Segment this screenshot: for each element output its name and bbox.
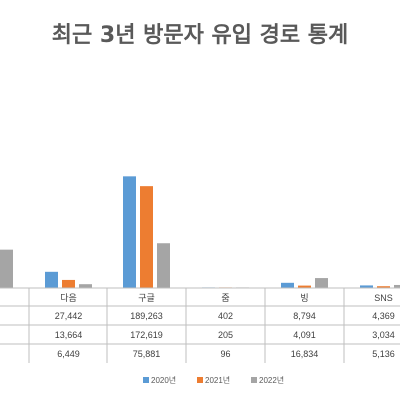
category-label: 빙 [300, 293, 308, 303]
bar [281, 282, 294, 288]
data-table: 다음 구글 줌 빙 SNS 27,442 189,263 402 8,794 4,369 13,66… [0, 287, 400, 363]
legend-swatch [197, 377, 203, 383]
bar [79, 284, 92, 288]
bar [157, 243, 170, 288]
legend-label: 2021년 [205, 375, 230, 385]
data-label: 8,794 [293, 311, 316, 321]
bar [394, 284, 400, 288]
data-label: 4,091 [293, 330, 316, 340]
bar [123, 176, 136, 288]
data-label: 27,442 [55, 311, 83, 321]
legend-swatch [143, 377, 149, 383]
data-label: 75,881 [133, 349, 161, 359]
bar [0, 249, 13, 288]
bar [140, 186, 153, 288]
data-label: 16,834 [291, 349, 319, 359]
data-label: 402 [218, 311, 233, 321]
bar [315, 278, 328, 288]
category-label: 줌 [221, 293, 229, 303]
legend: 2020년 2021년 2022년 [143, 375, 284, 385]
chart-title: 최근 3년 방문자 유입 경로 통계 [52, 23, 348, 48]
data-label: 6,449 [57, 349, 80, 359]
data-label: 5,136 [372, 349, 395, 359]
data-label: 189,263 [130, 311, 163, 321]
bar [62, 279, 75, 288]
category-label: 구글 [138, 293, 155, 303]
legend-swatch [251, 377, 257, 383]
bar [360, 285, 373, 288]
legend-label: 2020년 [151, 375, 176, 385]
data-label: 96 [220, 349, 230, 359]
bar [45, 271, 58, 288]
data-label: 205 [218, 330, 233, 340]
data-label: 4,369 [372, 311, 395, 321]
bar [377, 286, 390, 288]
bar [298, 285, 311, 288]
legend-label: 2022년 [259, 375, 284, 385]
data-label: 13,664 [55, 330, 83, 340]
category-label: 다음 [60, 293, 77, 303]
data-label: 172,619 [130, 330, 163, 340]
data-label: 3,034 [372, 330, 395, 340]
bars [0, 176, 400, 288]
category-label: SNS [374, 293, 393, 303]
